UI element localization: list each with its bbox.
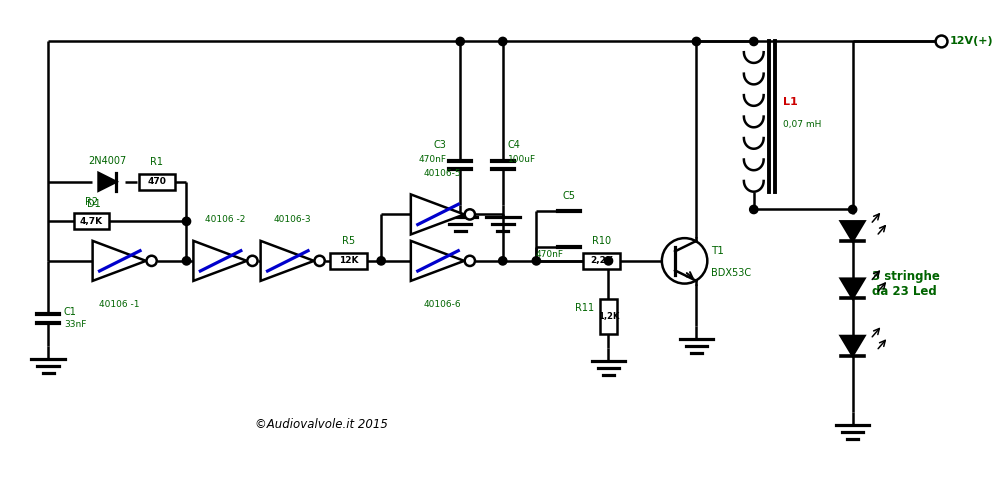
Circle shape	[465, 209, 475, 220]
Text: R5: R5	[342, 236, 355, 246]
Circle shape	[465, 255, 475, 266]
FancyBboxPatch shape	[74, 214, 109, 229]
Circle shape	[750, 37, 758, 45]
Text: R11: R11	[575, 303, 594, 313]
Polygon shape	[193, 241, 247, 281]
Circle shape	[314, 255, 325, 266]
Text: 40106 -1: 40106 -1	[99, 300, 140, 309]
Text: C5: C5	[562, 191, 575, 201]
FancyBboxPatch shape	[330, 253, 367, 269]
FancyBboxPatch shape	[600, 299, 617, 333]
Text: R2: R2	[85, 197, 98, 207]
Circle shape	[146, 255, 157, 266]
Circle shape	[936, 35, 947, 47]
Polygon shape	[411, 241, 464, 281]
Text: 2,2K: 2,2K	[590, 256, 613, 265]
Text: C1: C1	[64, 307, 77, 317]
Text: R1: R1	[150, 157, 163, 167]
Circle shape	[662, 238, 707, 283]
Polygon shape	[841, 222, 864, 241]
Text: R10: R10	[592, 236, 611, 246]
Text: 0,07 mH: 0,07 mH	[783, 120, 822, 129]
Polygon shape	[841, 278, 864, 298]
Text: 4,7K: 4,7K	[80, 217, 103, 226]
Text: 40106-6: 40106-6	[424, 300, 461, 309]
Polygon shape	[411, 195, 464, 235]
Text: 40106-3: 40106-3	[273, 215, 311, 224]
Circle shape	[692, 37, 701, 45]
Circle shape	[182, 217, 191, 226]
Text: 470: 470	[147, 177, 166, 186]
Circle shape	[499, 256, 507, 265]
Text: C4: C4	[508, 140, 521, 150]
Text: L1: L1	[783, 97, 798, 107]
Polygon shape	[99, 173, 116, 191]
Text: T1: T1	[711, 246, 724, 256]
Text: 100uF: 100uF	[508, 155, 536, 164]
Polygon shape	[841, 336, 864, 356]
Circle shape	[750, 205, 758, 214]
Circle shape	[604, 256, 613, 265]
Text: ©Audiovalvole.it 2015: ©Audiovalvole.it 2015	[255, 419, 388, 432]
Text: 3 stringhe
da 23 Led: 3 stringhe da 23 Led	[872, 269, 940, 297]
Text: D1: D1	[87, 199, 100, 209]
Polygon shape	[261, 241, 314, 281]
Text: 40106-5: 40106-5	[424, 169, 461, 178]
Circle shape	[532, 256, 540, 265]
Text: BDX53C: BDX53C	[711, 268, 751, 278]
Circle shape	[247, 255, 258, 266]
Text: 12K: 12K	[339, 256, 358, 265]
Circle shape	[848, 205, 857, 214]
Circle shape	[377, 256, 385, 265]
Polygon shape	[93, 241, 146, 281]
Circle shape	[456, 37, 464, 45]
Circle shape	[499, 37, 507, 45]
Text: 12V(+): 12V(+)	[949, 36, 993, 46]
Text: 470nF: 470nF	[536, 250, 564, 259]
FancyBboxPatch shape	[139, 174, 175, 190]
Text: 470nF: 470nF	[418, 155, 446, 164]
FancyBboxPatch shape	[583, 253, 620, 269]
Text: 2N4007: 2N4007	[88, 156, 127, 166]
Text: 1,2K: 1,2K	[598, 312, 619, 321]
Text: 40106 -2: 40106 -2	[205, 215, 245, 224]
Text: 33nF: 33nF	[64, 320, 86, 329]
Text: C3: C3	[434, 140, 446, 150]
Circle shape	[182, 256, 191, 265]
